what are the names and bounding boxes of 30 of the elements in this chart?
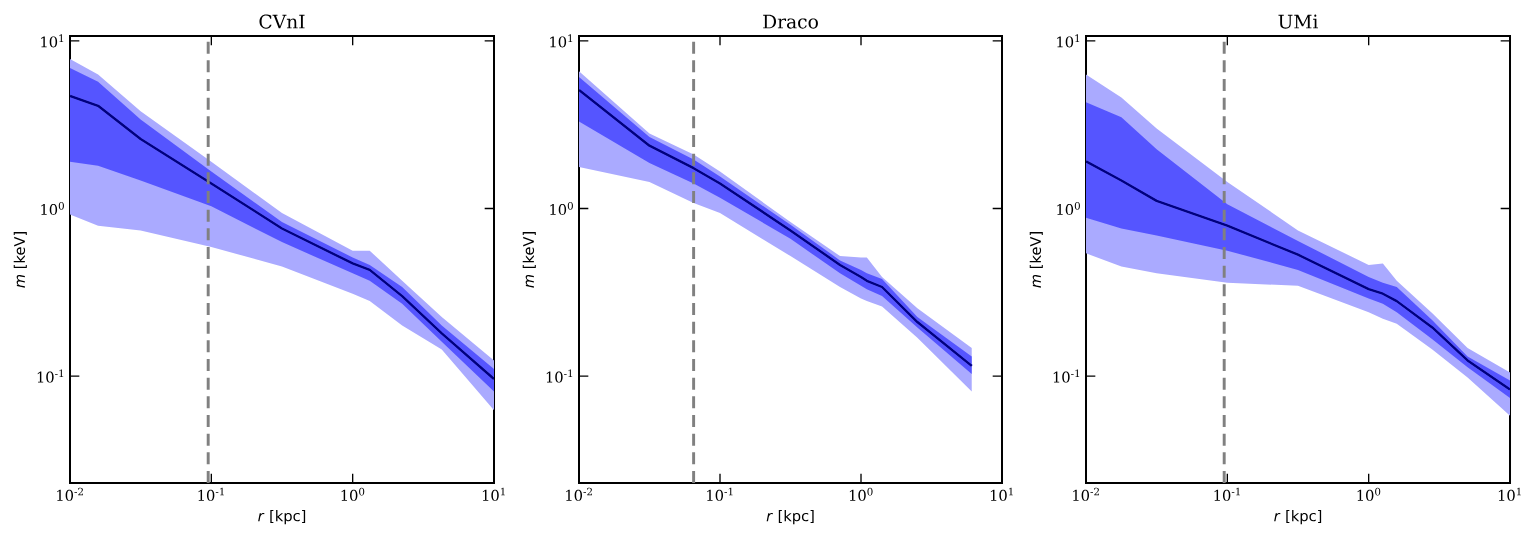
x-axis-title: r [kpc]: [766, 509, 814, 525]
chart-title: UMi: [1278, 14, 1318, 29]
x-tick-label: 10$^{-1}$: [1214, 487, 1240, 501]
y-tick-label: 10$^{-1}$: [1053, 369, 1080, 383]
y-tick-label: 10$^{0}$: [550, 201, 573, 216]
x-tick-label: 10$^{-1}$: [198, 487, 224, 501]
x-tick-label: 10$^{0}$: [849, 487, 873, 501]
x-tick-label: 10$^{1}$: [990, 487, 1013, 501]
y-tick-label: 10$^{1}$: [550, 34, 573, 48]
y-tick-label: 10$^{1}$: [41, 34, 64, 48]
y-tick-label: 10$^{0}$: [41, 201, 64, 216]
x-axis-title: r [kpc]: [258, 509, 306, 525]
x-tick-label: 10$^{1}$: [1498, 487, 1521, 501]
x-tick-label: 10$^{-1}$: [707, 487, 733, 501]
x-tick-label: 10$^{1}$: [482, 487, 505, 501]
x-tick-label: 10$^{-2}$: [57, 487, 83, 501]
y-tick-label: 10$^{-1}$: [37, 369, 64, 383]
y-tick-label: 10$^{0}$: [1057, 201, 1080, 216]
x-tick-label: 10$^{-2}$: [566, 487, 592, 501]
y-tick-label: 10$^{-1}$: [546, 369, 573, 383]
x-axis-title: r [kpc]: [1274, 509, 1322, 525]
chart-title: CVnI: [259, 14, 305, 29]
chart-title: Draco: [763, 14, 818, 29]
x-tick-label: 10$^{-2}$: [1073, 487, 1099, 501]
x-tick-label: 10$^{0}$: [1357, 487, 1381, 501]
x-tick-label: 10$^{0}$: [341, 487, 365, 501]
y-axis-title: m [keV]: [1029, 232, 1043, 288]
y-tick-label: 10$^{1}$: [1057, 34, 1080, 48]
y-axis-title: m [keV]: [13, 232, 27, 288]
y-axis-title: m [keV]: [522, 232, 536, 288]
